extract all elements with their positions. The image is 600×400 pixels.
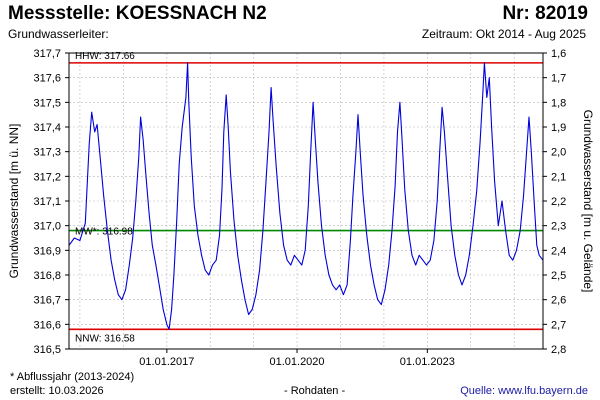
station-title: Messstelle: KOESSNACH N2: [8, 3, 267, 24]
y2-tick-label: 1,7: [551, 73, 566, 85]
station-number: Nr: 82019: [502, 3, 588, 24]
x-tick-label: 01.01.2017: [139, 356, 194, 368]
created-date: erstellt: 10.03.2026: [10, 385, 104, 397]
nnw-label: NNW: 316.58: [75, 333, 135, 344]
y2-tick-label: 2,5: [551, 270, 566, 282]
y-tick-label: 317,4: [33, 122, 61, 134]
y-tick-label: 316,7: [33, 295, 61, 307]
x-tick-label: 01.01.2020: [269, 356, 324, 368]
y-axis-title: Grundwasserstand [m ü. NN]: [7, 124, 21, 279]
mw-label: MW*: 316.98: [75, 227, 133, 238]
x-tick-label: 01.01.2023: [400, 356, 455, 368]
y-tick-label: 317,7: [33, 48, 61, 60]
aquifer-label: Grundwasserleiter:: [8, 27, 109, 41]
y-tick-label: 317,6: [33, 73, 61, 85]
y2-tick-label: 2,3: [551, 221, 566, 233]
hhw-label: HHW: 317.66: [75, 51, 135, 62]
y2-tick-label: 2,7: [551, 319, 566, 331]
y-tick-label: 316,6: [33, 319, 61, 331]
y2-axis-title: Grundwasserstand [m u. Gelände]: [581, 110, 595, 293]
y-tick-label: 316,9: [33, 245, 61, 257]
y2-tick-label: 2,1: [551, 171, 566, 183]
y-tick-label: 317,2: [33, 171, 61, 183]
y-tick-label: 317,3: [33, 147, 61, 159]
y2-tick-label: 2,4: [551, 245, 566, 257]
y2-tick-label: 2,6: [551, 295, 566, 307]
y2-tick-label: 1,8: [551, 97, 566, 109]
y2-tick-label: 2,8: [551, 344, 566, 356]
y-tick-label: 316,8: [33, 270, 61, 282]
y2-tick-label: 1,6: [551, 48, 566, 60]
source-link[interactable]: Quelle: www.lfu.bayern.de: [460, 385, 588, 397]
y2-tick-label: 1,9: [551, 122, 566, 134]
y-tick-label: 317,5: [33, 97, 61, 109]
plot-frame: [68, 52, 544, 350]
y-tick-label: 316,5: [33, 344, 61, 356]
y2-tick-label: 2,0: [551, 147, 566, 159]
period-label: Zeitraum: Okt 2014 - Aug 2025: [421, 27, 586, 41]
raw-data-label: - Rohdaten -: [284, 385, 346, 397]
y-tick-label: 317,0: [33, 221, 61, 233]
y-tick-label: 317,1: [33, 196, 61, 208]
footnote: * Abflussjahr (2013-2024): [10, 371, 135, 383]
groundwater-level-line: [68, 62, 544, 330]
y2-tick-label: 2,2: [551, 196, 566, 208]
